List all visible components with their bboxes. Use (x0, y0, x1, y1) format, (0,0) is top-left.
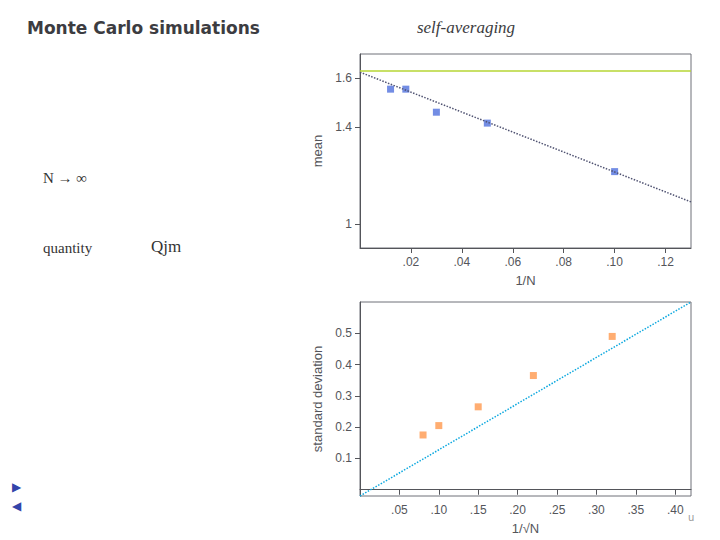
svg-text:.35: .35 (627, 503, 644, 517)
svg-text:.04: .04 (454, 255, 471, 269)
svg-text:self-averaging: self-averaging (417, 18, 515, 37)
svg-text:1: 1 (345, 217, 352, 231)
svg-text:0.4: 0.4 (335, 358, 352, 372)
svg-text:Qjm: Qjm (151, 237, 181, 256)
svg-text:.08: .08 (555, 255, 572, 269)
svg-text:▶: ▶ (12, 480, 22, 494)
svg-text:.10: .10 (430, 503, 447, 517)
svg-text:.40: .40 (667, 503, 684, 517)
svg-text:.10: .10 (606, 255, 623, 269)
svg-text:.02: .02 (403, 255, 420, 269)
svg-text:u: u (688, 512, 694, 523)
svg-text:◀: ◀ (12, 499, 22, 513)
svg-text:.30: .30 (588, 503, 605, 517)
svg-text:.12: .12 (657, 255, 674, 269)
svg-text:1/N: 1/N (515, 273, 535, 288)
svg-text:Monte Carlo simulations: Monte Carlo simulations (27, 18, 260, 38)
svg-text:1/√N: 1/√N (512, 521, 539, 536)
svg-text:quantity: quantity (43, 240, 93, 256)
svg-text:1.6: 1.6 (335, 71, 352, 85)
svg-text:.20: .20 (509, 503, 526, 517)
svg-text:.05: .05 (391, 503, 408, 517)
svg-text:.06: .06 (504, 255, 521, 269)
svg-text:0.2: 0.2 (335, 420, 352, 434)
svg-text:.15: .15 (470, 503, 487, 517)
svg-text:mean: mean (310, 135, 325, 168)
svg-text:0.5: 0.5 (335, 326, 352, 340)
svg-text:N → ∞: N → ∞ (43, 170, 87, 186)
svg-text:0.1: 0.1 (335, 451, 352, 465)
svg-text:.25: .25 (549, 503, 566, 517)
svg-text:standard deviation: standard deviation (310, 346, 325, 452)
svg-text:1.4: 1.4 (335, 120, 352, 134)
svg-text:0.3: 0.3 (335, 389, 352, 403)
